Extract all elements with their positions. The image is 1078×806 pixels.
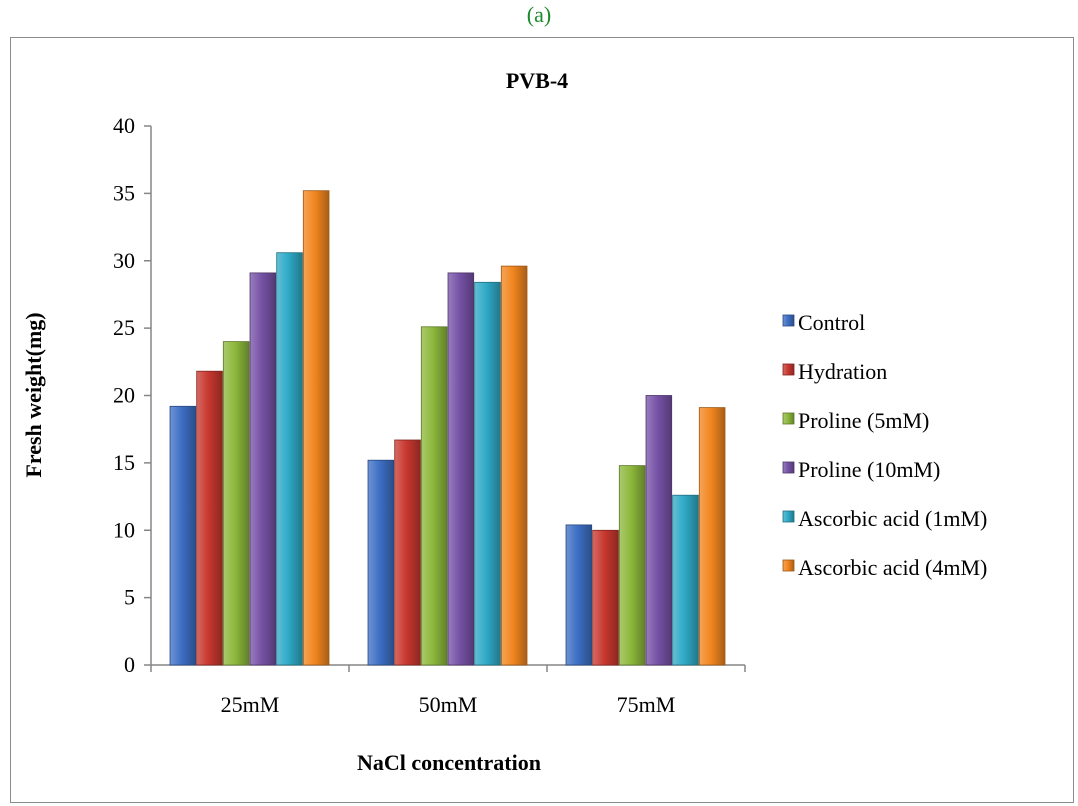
x-tick-label: 25mM bbox=[221, 692, 280, 717]
legend-label: Control bbox=[798, 310, 865, 335]
bar bbox=[420, 326, 448, 666]
legend-swatch bbox=[782, 461, 795, 474]
legend-label: Ascorbic acid (1mM) bbox=[798, 506, 987, 531]
bar bbox=[592, 529, 619, 666]
y-tick-label: 25 bbox=[113, 315, 135, 340]
bar bbox=[474, 281, 501, 666]
bar bbox=[302, 190, 330, 666]
bar bbox=[565, 524, 593, 666]
x-axis: 25mM 50mM 75mM bbox=[150, 664, 746, 717]
bar bbox=[698, 407, 726, 666]
legend-label: Proline (5mM) bbox=[798, 408, 929, 433]
legend-label: Ascorbic acid (4mM) bbox=[798, 555, 987, 580]
y-axis-label: Fresh weight(mg) bbox=[21, 312, 46, 477]
x-axis-label: NaCl concentration bbox=[357, 750, 541, 775]
y-tick-label: 40 bbox=[113, 113, 135, 138]
bar bbox=[276, 252, 303, 666]
figure-caption: (a) bbox=[526, 2, 552, 27]
bars bbox=[169, 190, 726, 666]
bar bbox=[618, 465, 646, 666]
bar bbox=[645, 395, 673, 666]
y-tick-label: 5 bbox=[124, 585, 135, 610]
y-tick-label: 20 bbox=[113, 383, 135, 408]
bar bbox=[367, 459, 395, 666]
legend-swatch bbox=[782, 412, 795, 425]
legend-swatch bbox=[782, 363, 795, 376]
bar bbox=[169, 405, 197, 666]
y-tick-label: 10 bbox=[113, 517, 135, 542]
legend: Control Hydration Proline (5mM) Proline (10… bbox=[782, 310, 987, 580]
legend-label: Hydration bbox=[798, 359, 887, 384]
y-tick-label: 35 bbox=[113, 180, 135, 205]
y-tick-label: 30 bbox=[113, 248, 135, 273]
legend-label: Proline (10mM) bbox=[798, 457, 940, 482]
x-tick-label: 75mM bbox=[617, 692, 676, 717]
y-axis: 0 5 10 15 20 25 30 35 40 bbox=[113, 113, 152, 677]
chart-title: PVB-4 bbox=[506, 68, 568, 93]
y-tick-label: 15 bbox=[113, 450, 135, 475]
bar bbox=[196, 370, 223, 666]
bar bbox=[447, 272, 475, 666]
y-tick-label: 0 bbox=[124, 652, 135, 677]
bar bbox=[394, 439, 421, 666]
x-tick-label: 50mM bbox=[419, 692, 478, 717]
legend-swatch bbox=[782, 559, 795, 572]
bar bbox=[672, 494, 699, 666]
legend-swatch bbox=[782, 314, 795, 327]
legend-swatch bbox=[782, 510, 795, 523]
bar bbox=[249, 272, 277, 666]
bar bbox=[500, 265, 528, 666]
bar bbox=[222, 341, 250, 666]
